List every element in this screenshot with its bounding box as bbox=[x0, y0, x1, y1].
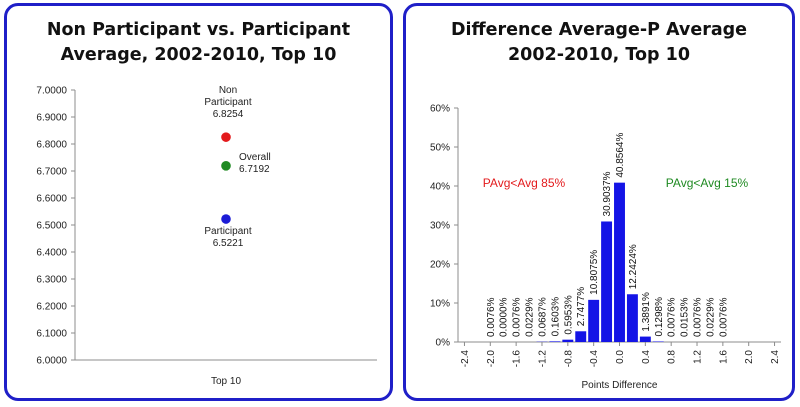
chart-title-line: Non Participant vs. Participant bbox=[46, 20, 351, 40]
x-tick-label: -1.6 bbox=[512, 350, 523, 368]
y-tick-label: 60% bbox=[430, 104, 450, 115]
annotation-right: PAvg<Avg 15% bbox=[666, 176, 749, 190]
bar-value-label: 0.5953% bbox=[563, 295, 574, 335]
y-tick-label: 6.4000 bbox=[36, 248, 67, 259]
bar-value-label: 0.0153% bbox=[680, 297, 691, 337]
bar-value-label: 30.9037% bbox=[602, 171, 613, 216]
y-tick-label: 7.0000 bbox=[36, 86, 67, 97]
bar-value-label: 0.0687% bbox=[537, 297, 548, 337]
data-label: 6.7192 bbox=[239, 164, 270, 175]
x-tick-label: -2.0 bbox=[486, 350, 497, 368]
data-point bbox=[221, 132, 231, 142]
x-tick-label: 0.8 bbox=[667, 350, 678, 364]
bar-value-label: 0.1603% bbox=[550, 297, 561, 337]
histogram-bar bbox=[626, 294, 638, 342]
y-tick-label: 6.7000 bbox=[36, 167, 67, 178]
left-chart-panel: Non Participant vs. Participant Average,… bbox=[4, 3, 393, 401]
bar-value-label: 0.0076% bbox=[718, 297, 729, 337]
x-tick-label: 0.4 bbox=[641, 350, 652, 364]
data-label: Participant bbox=[204, 226, 251, 237]
x-tick-label: 2.0 bbox=[744, 350, 755, 364]
bar-value-label: 0.0076% bbox=[512, 297, 523, 337]
bar-value-label: 0.0076% bbox=[667, 297, 678, 337]
histogram-bar bbox=[588, 299, 600, 342]
y-tick-label: 6.3000 bbox=[36, 275, 67, 286]
bar-value-label: 1.3891% bbox=[641, 292, 652, 332]
x-tick-label: 1.6 bbox=[718, 350, 729, 364]
histogram-bar bbox=[639, 336, 651, 342]
chart-title: Difference Average-P Average 2002-2010, … bbox=[406, 18, 792, 68]
data-label: Overall bbox=[239, 152, 271, 163]
chart-title-line: Difference Average-P Average bbox=[450, 20, 748, 40]
right-chart-panel: Difference Average-P Average 2002-2010, … bbox=[403, 3, 795, 401]
y-tick-label: 6.1000 bbox=[36, 329, 67, 340]
histogram-bar bbox=[614, 182, 625, 342]
data-label: 6.8254 bbox=[213, 109, 244, 120]
bar-value-label: 0.0229% bbox=[525, 297, 536, 337]
chart-title-line: 2002-2010, Top 10 bbox=[507, 45, 691, 65]
histogram-bar bbox=[575, 331, 587, 342]
y-tick-label: 10% bbox=[430, 299, 450, 310]
y-tick-label: 0% bbox=[436, 338, 451, 349]
bar-value-label: 40.8564% bbox=[615, 133, 626, 178]
x-tick-label: 0.0 bbox=[615, 350, 626, 364]
bar-value-label: 10.8075% bbox=[589, 250, 600, 295]
y-tick-label: 20% bbox=[430, 260, 450, 271]
right-chart-plot: 0% 10% 20% 30% 40% 50% 60% -2.4 -2.0 -1.6 -1.2 -0.8… bbox=[430, 104, 781, 392]
y-tick-label: 6.9000 bbox=[36, 113, 67, 124]
y-tick-label: 6.5000 bbox=[36, 221, 67, 232]
bar-value-label: 0.0076% bbox=[693, 297, 704, 337]
y-tick-label: 6.6000 bbox=[36, 194, 67, 205]
y-tick-label: 6.8000 bbox=[36, 140, 67, 151]
x-tick-label: -0.8 bbox=[563, 350, 574, 368]
data-label: Participant bbox=[204, 97, 251, 108]
x-tick-label: -2.4 bbox=[460, 350, 471, 368]
x-tick-label: 1.2 bbox=[693, 350, 704, 364]
bar-value-label: 0.0000% bbox=[499, 297, 510, 337]
histogram-bar bbox=[601, 221, 613, 342]
x-tick-label: -1.2 bbox=[537, 350, 548, 368]
bar-value-label: 0.1298% bbox=[654, 297, 665, 337]
bar-value-label: 2.7477% bbox=[576, 287, 587, 327]
histogram-bar bbox=[652, 341, 664, 342]
y-tick-label: 50% bbox=[430, 143, 450, 154]
annotation-left: PAvg<Avg 85% bbox=[483, 176, 566, 190]
data-label: Non bbox=[219, 85, 237, 96]
bar-value-label: 0.0229% bbox=[705, 297, 716, 337]
histogram-bar bbox=[562, 339, 574, 342]
data-label: 6.5221 bbox=[213, 238, 244, 249]
chart-title-line: Average, 2002-2010, Top 10 bbox=[60, 45, 337, 65]
x-axis-title: Points Difference bbox=[582, 380, 658, 391]
data-point bbox=[221, 214, 231, 224]
x-tick-label: 2.4 bbox=[770, 350, 781, 364]
y-tick-label: 6.0000 bbox=[36, 356, 67, 367]
y-tick-label: 6.2000 bbox=[36, 302, 67, 313]
bar-value-label: 12.2424% bbox=[628, 244, 639, 289]
histogram-bar bbox=[549, 341, 561, 342]
left-chart-plot: 6.0000 6.1000 6.2000 6.3000 6.4000 6.5000 6.60… bbox=[36, 85, 377, 387]
y-tick-label: 30% bbox=[430, 221, 450, 232]
bar-value-label: 0.0076% bbox=[486, 297, 497, 337]
x-tick-label: -0.4 bbox=[589, 350, 600, 368]
y-tick-label: 40% bbox=[430, 182, 450, 193]
data-point bbox=[221, 161, 231, 171]
chart-title: Non Participant vs. Participant Average,… bbox=[7, 18, 390, 68]
x-category-label: Top 10 bbox=[211, 376, 241, 387]
